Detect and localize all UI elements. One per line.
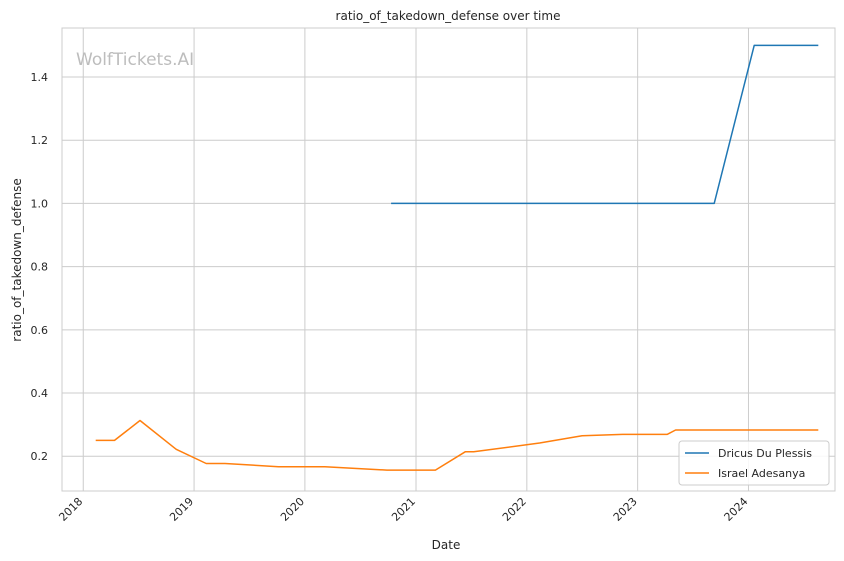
- x-axis-label: Date: [432, 538, 461, 552]
- x-tick-label: 2021: [389, 495, 418, 524]
- y-tick-label: 0.2: [31, 450, 49, 463]
- legend-label: Israel Adesanya: [718, 467, 805, 480]
- x-tick-label: 2023: [611, 495, 640, 524]
- x-tick-label: 2019: [167, 495, 196, 524]
- y-axis-label: ratio_of_takedown_defense: [10, 178, 24, 341]
- y-tick-label: 0.4: [31, 387, 49, 400]
- y-tick-label: 0.8: [31, 261, 49, 274]
- grid: [62, 28, 835, 491]
- y-tick-label: 0.6: [31, 324, 49, 337]
- y-tick-label: 1.2: [31, 134, 49, 147]
- x-tick-label: 2022: [500, 495, 529, 524]
- plot-area: [61, 27, 836, 492]
- x-tick-label: 2018: [56, 495, 85, 524]
- chart-title: ratio_of_takedown_defense over time: [336, 9, 561, 23]
- watermark: WolfTickets.AI: [76, 50, 194, 70]
- legend-label: Dricus Du Plessis: [718, 447, 812, 460]
- legend-box: [678, 440, 830, 486]
- y-tick-label: 1.4: [31, 71, 49, 84]
- x-axis-ticks: 2018 2019 2020 2021 2022 2023 2024: [56, 495, 750, 524]
- y-axis-ticks: 0.2 0.4 0.6 0.8 1.0 1.2 1.4: [31, 71, 49, 463]
- y-tick-label: 1.0: [31, 197, 49, 210]
- series-layer: [95, 44, 819, 471]
- series-line: [95, 419, 819, 471]
- series-line: [391, 44, 819, 205]
- x-tick-label: 2024: [722, 495, 751, 524]
- x-tick-label: 2020: [278, 495, 307, 524]
- legend: Dricus Du Plessis Israel Adesanya: [678, 440, 830, 486]
